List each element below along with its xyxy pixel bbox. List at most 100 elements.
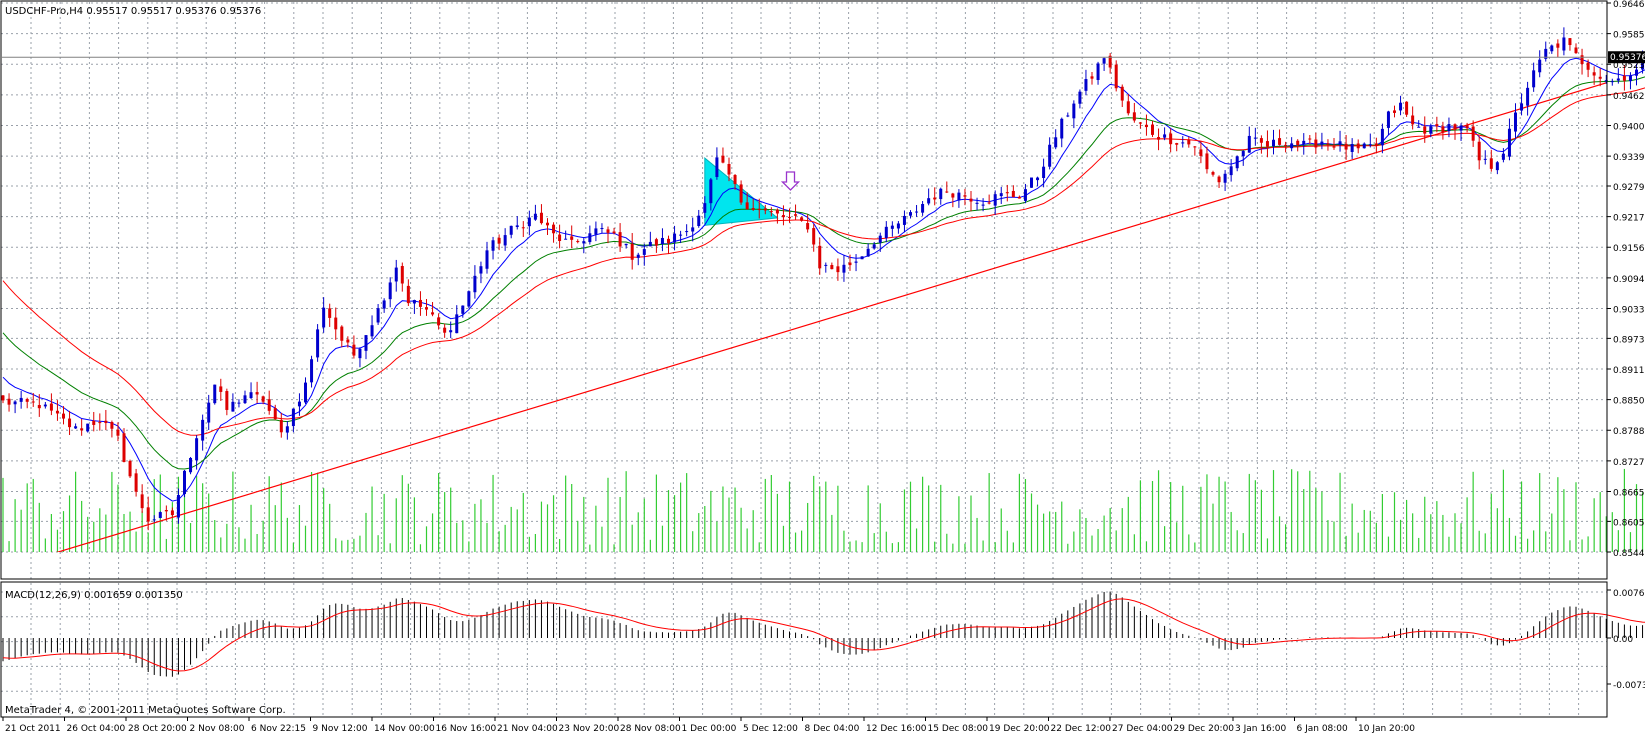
candle-body bbox=[1575, 48, 1578, 54]
candle-body bbox=[1435, 124, 1438, 126]
candle-body bbox=[915, 212, 918, 213]
candle-body bbox=[20, 398, 23, 402]
candle-body bbox=[1369, 144, 1372, 145]
candle-body bbox=[879, 236, 882, 243]
candle-body bbox=[522, 227, 525, 228]
candle-body bbox=[588, 233, 591, 242]
candle-body bbox=[546, 223, 549, 226]
candle-body bbox=[1205, 153, 1208, 169]
candle-body bbox=[770, 211, 773, 212]
candle-body bbox=[534, 214, 537, 220]
candle-body bbox=[1199, 149, 1202, 156]
candle-body bbox=[244, 395, 247, 403]
candle-body bbox=[1066, 115, 1069, 116]
candle-body bbox=[1054, 137, 1057, 147]
candle-body bbox=[945, 192, 948, 193]
candle-body bbox=[1048, 145, 1051, 167]
macd-tick-label: 0.00766 bbox=[1613, 589, 1645, 599]
candle-body bbox=[250, 392, 253, 398]
candle-body bbox=[1218, 177, 1221, 183]
candle-body bbox=[498, 238, 501, 244]
candle-body bbox=[800, 217, 803, 221]
macd-tick-label: -0.00734 bbox=[1613, 681, 1645, 691]
candle-body bbox=[1478, 142, 1481, 161]
candle-body bbox=[746, 202, 749, 209]
candle-body bbox=[891, 226, 894, 229]
candle-body bbox=[782, 215, 785, 217]
candle-body bbox=[1484, 159, 1487, 160]
candle-body bbox=[1520, 103, 1523, 110]
candle-body bbox=[1254, 138, 1257, 139]
candle-body bbox=[897, 223, 900, 228]
candle-body bbox=[123, 433, 126, 462]
candle-body bbox=[1266, 141, 1269, 147]
candle-body bbox=[304, 383, 307, 403]
candle-body bbox=[758, 209, 761, 210]
candle-body bbox=[625, 244, 628, 245]
candle-body bbox=[528, 218, 531, 227]
candle-body bbox=[552, 225, 555, 234]
chart-title: USDCHF-Pro,H4 0.95517 0.95517 0.95376 0.… bbox=[5, 6, 261, 17]
candle-body bbox=[1012, 191, 1015, 197]
candle-body bbox=[1314, 140, 1317, 148]
candle-body bbox=[873, 244, 876, 248]
candle-body bbox=[794, 214, 797, 216]
candle-body bbox=[1163, 134, 1166, 137]
time-tick-label: 23 Nov 20:00 bbox=[559, 724, 620, 734]
candle-body bbox=[1357, 144, 1360, 149]
candle-body bbox=[153, 519, 156, 520]
candle-body bbox=[867, 249, 870, 257]
candle-body bbox=[116, 430, 119, 436]
candle-body bbox=[1060, 119, 1063, 139]
candle-body bbox=[1417, 127, 1420, 128]
candle-body bbox=[1339, 141, 1342, 144]
candle-body bbox=[933, 198, 936, 200]
candle-body bbox=[377, 308, 380, 322]
candle-body bbox=[1230, 166, 1233, 175]
candle-body bbox=[982, 205, 985, 206]
candle-body bbox=[1454, 124, 1457, 129]
candle-body bbox=[358, 349, 361, 358]
candle-body bbox=[280, 420, 283, 432]
time-tick-label: 28 Nov 08:00 bbox=[620, 724, 681, 734]
time-tick-label: 9 Nov 12:00 bbox=[313, 724, 368, 734]
candle-body bbox=[709, 179, 712, 203]
candle-body bbox=[195, 438, 198, 460]
candle-body bbox=[1133, 112, 1136, 120]
candle-body bbox=[213, 385, 216, 404]
candle-body bbox=[407, 286, 410, 303]
candle-body bbox=[437, 317, 440, 325]
candle-body bbox=[600, 228, 603, 229]
candle-body bbox=[988, 203, 991, 204]
candle-body bbox=[1460, 126, 1463, 131]
candle-body bbox=[1260, 138, 1263, 143]
macd-tick-label: 0.00 bbox=[1613, 635, 1633, 645]
candle-body bbox=[431, 312, 434, 314]
candle-body bbox=[225, 391, 228, 410]
time-tick-label: 12 Dec 16:00 bbox=[866, 724, 927, 734]
candle-body bbox=[1302, 141, 1305, 145]
candle-body bbox=[861, 256, 864, 259]
time-tick-label: 3 Jan 16:00 bbox=[1235, 724, 1287, 734]
candle-body bbox=[8, 399, 11, 405]
candle-body bbox=[346, 339, 349, 342]
candle-body bbox=[903, 216, 906, 225]
candle-body bbox=[1139, 122, 1142, 123]
time-tick-label: 15 Dec 08:00 bbox=[928, 724, 989, 734]
candle-body bbox=[721, 156, 724, 163]
candle-body bbox=[885, 227, 888, 238]
candle-body bbox=[1097, 63, 1100, 80]
candle-body bbox=[419, 300, 422, 307]
time-tick-label: 22 Dec 12:00 bbox=[1051, 724, 1112, 734]
candle-body bbox=[1538, 60, 1541, 73]
candle-body bbox=[371, 325, 374, 336]
candle-body bbox=[316, 329, 319, 357]
copyright-text: MetaTrader 4, © 2001-2011 MetaQuotes Sof… bbox=[5, 705, 286, 716]
candle-body bbox=[963, 195, 966, 196]
candle-body bbox=[1224, 174, 1227, 183]
